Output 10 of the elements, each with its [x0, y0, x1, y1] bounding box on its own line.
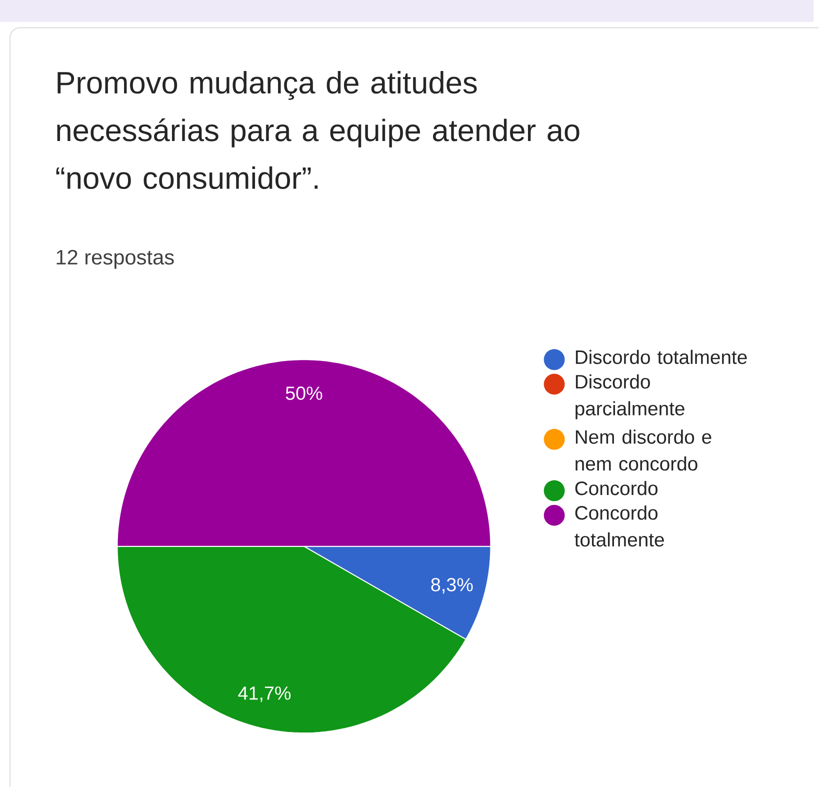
legend-label: Concordo [575, 480, 658, 496]
legend-label: Nem discordo e nem concordo [576, 430, 712, 471]
chart-title: Promovo mudança de atitudes necessárias para a equipe atender ao “novo consumidor”. [56, 70, 580, 189]
legend-label: Discordo parcialmente [576, 374, 684, 420]
chart-subtitle: 12 respostas [56, 250, 174, 269]
legend-label: Concordo totalmente [574, 505, 664, 546]
data-label: 50% [286, 386, 322, 400]
data-label: 41,7% [238, 686, 291, 702]
data-label: 8,3% [431, 578, 473, 594]
legend-label: Discordo totalmente [576, 350, 747, 364]
